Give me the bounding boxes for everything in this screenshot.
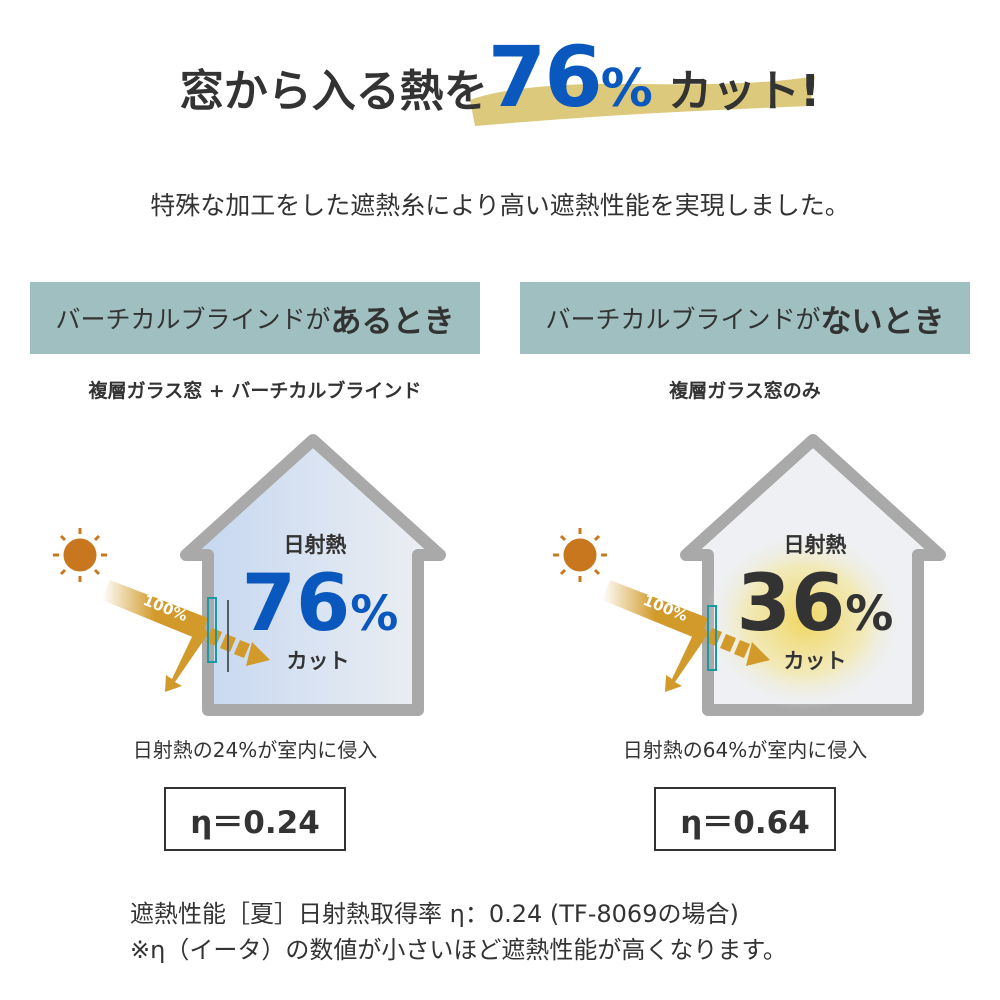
headline-prefix: 窓から入る熱を — [179, 66, 488, 117]
cut-label: カット — [784, 649, 847, 673]
banner-with-blind: バーチカルブラインドが あるとき — [30, 282, 480, 354]
house-diagram-with-blind: 100% 日射熱 76% カット — [53, 434, 446, 716]
cut-value: 76% — [242, 559, 399, 649]
sun-beam-arrow — [102, 580, 208, 640]
banner-without-blind: バーチカルブラインドが ないとき — [520, 282, 970, 354]
sun-icon — [553, 528, 607, 582]
eta-value-with-blind: η＝0.24 — [164, 787, 346, 851]
cut-value: 36% — [737, 559, 894, 649]
footer-note: ※η（イータ）の数値が小さいほど遮熱性能が高くなります。 — [130, 936, 787, 964]
house-outline — [180, 434, 446, 716]
eta-value-without-blind: η＝0.64 — [654, 787, 836, 851]
heat-label: 日射熱 — [784, 533, 847, 557]
transmitted-arrow — [706, 628, 770, 666]
headline-percent: % — [600, 59, 653, 119]
reflected-arrow — [165, 620, 208, 692]
heat-label: 日射熱 — [284, 533, 347, 557]
banner-prefix: バーチカルブラインドが — [55, 305, 331, 334]
banner-prefix: バーチカルブラインドが — [545, 305, 821, 334]
heat-glow — [705, 530, 905, 710]
caption-without-blind: 複層ガラス窓のみ — [669, 380, 821, 402]
brush-stroke-highlight — [470, 76, 815, 126]
window-glass — [207, 597, 217, 663]
headline-suffix: カット! — [668, 66, 821, 117]
banner-emphasis: ないとき — [820, 303, 945, 340]
note-with-blind: 日射熱の24%が室内に侵入 — [132, 738, 378, 762]
house-diagram-without-blind: 100% 日射熱 36% カット — [553, 434, 946, 716]
subtitle: 特殊な加工をした遮熱糸により高い遮熱性能を実現しました。 — [150, 191, 850, 220]
note-without-blind: 日射熱の64%が室内に侵入 — [622, 738, 868, 762]
cut-label: カット — [287, 649, 350, 673]
window-glass — [707, 605, 717, 671]
sun-icon — [53, 528, 107, 582]
banner-emphasis: あるとき — [330, 303, 455, 340]
caption-with-blind: 複層ガラス窓 + バーチカルブラインド — [88, 380, 422, 402]
sun-beam-arrow — [602, 580, 708, 640]
reflected-arrow — [665, 620, 708, 692]
headline-number: 76 — [487, 28, 603, 126]
headline: 窓から入る熱を76% カット! — [0, 28, 1000, 126]
footer-spec: 遮熱性能［夏］日射熱取得率 η：0.24 (TF-8069の場合) — [130, 900, 739, 928]
